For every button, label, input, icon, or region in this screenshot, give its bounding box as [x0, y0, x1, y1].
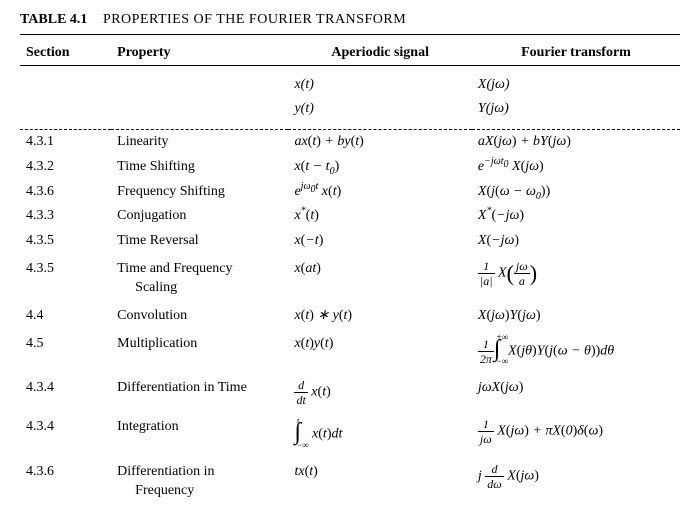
header-section: Section — [20, 41, 111, 66]
header-transform: Fourier transform — [472, 41, 680, 66]
header-row: Section Property Aperiodic signal Fourie… — [20, 41, 680, 66]
cell-transform: 1jω X(jω) + πX(0)δ(ω) — [472, 412, 680, 456]
cell-section: 4.3.3 — [20, 204, 111, 229]
cell-signal: ddt x(t) — [288, 373, 471, 412]
cell-property: Linearity — [111, 130, 288, 155]
cell-property: Time Reversal — [111, 229, 288, 254]
cell-section: 4.3.4 — [20, 412, 111, 456]
cell-property: Differentiation inFrequency — [111, 457, 288, 507]
table-body: x(t) X(jω) y(t) Y(jω) 4.3.1Linearityax(t… — [20, 66, 680, 507]
table-caption: TABLE 4.1 PROPERTIES OF THE FOURIER TRAN… — [20, 12, 680, 28]
cell-signal: x(t − t0) — [288, 155, 471, 180]
table-row: 4.3.6Frequency Shiftingejω0t x(t)X(j(ω −… — [20, 180, 680, 205]
cell-section: 4.5 — [20, 329, 111, 373]
table-row: 4.3.1Linearityax(t) + by(t)aX(jω) + bY(j… — [20, 130, 680, 155]
cell-section: 4.4 — [20, 304, 111, 329]
cell-transform: X(−jω) — [472, 229, 680, 254]
intro-row-2: y(t) Y(jω) — [20, 97, 680, 129]
intro-signal-2: y(t) — [294, 101, 313, 116]
cell-signal: x*(t) — [288, 204, 471, 229]
cell-transform: aX(jω) + bY(jω) — [472, 130, 680, 155]
table-row: 4.3.6Differentiation inFrequencytx(t)j d… — [20, 457, 680, 507]
intro-signal-1: x(t) — [294, 77, 313, 92]
intro-row-1: x(t) X(jω) — [20, 66, 680, 97]
cell-signal: tx(t) — [288, 457, 471, 507]
properties-table: Section Property Aperiodic signal Fourie… — [20, 41, 680, 506]
table-row: 4.3.5Time Reversalx(−t)X(−jω) — [20, 229, 680, 254]
cell-transform: j ddω X(jω) — [472, 457, 680, 507]
cell-section: 4.3.5 — [20, 229, 111, 254]
cell-transform: X*(−jω) — [472, 204, 680, 229]
cell-signal: x(−t) — [288, 229, 471, 254]
top-rule — [20, 34, 680, 35]
cell-transform: 12π∫+∞−∞X(jθ)Y(j(ω − θ))dθ — [472, 329, 680, 373]
intro-transform-2: Y(jω) — [478, 101, 509, 116]
cell-section: 4.3.1 — [20, 130, 111, 155]
cell-signal: ejω0t x(t) — [288, 180, 471, 205]
cell-property: Frequency Shifting — [111, 180, 288, 205]
table-row: 4.3.5Time and FrequencyScalingx(at)1|a| … — [20, 254, 680, 304]
cell-property: Conjugation — [111, 204, 288, 229]
table-row: 4.4Convolutionx(t) ∗ y(t)X(jω)Y(jω) — [20, 304, 680, 329]
intro-transform-1: X(jω) — [478, 77, 510, 92]
table-row: 4.3.4Integration∫t−∞ x(t)dt1jω X(jω) + π… — [20, 412, 680, 456]
table-title: PROPERTIES OF THE FOURIER TRANSFORM — [103, 12, 406, 27]
cell-signal: x(t)y(t) — [288, 329, 471, 373]
cell-section: 4.3.4 — [20, 373, 111, 412]
cell-property: Multiplication — [111, 329, 288, 373]
table-number: TABLE 4.1 — [20, 12, 87, 27]
cell-signal: ax(t) + by(t) — [288, 130, 471, 155]
cell-property: Time and FrequencyScaling — [111, 254, 288, 304]
header-property: Property — [111, 41, 288, 66]
cell-transform: 1|a| X(jωa) — [472, 254, 680, 304]
cell-signal: x(at) — [288, 254, 471, 304]
cell-property: Integration — [111, 412, 288, 456]
header-signal: Aperiodic signal — [288, 41, 471, 66]
table-row: 4.3.4Differentiation in Timeddt x(t)jωX(… — [20, 373, 680, 412]
cell-section: 4.3.6 — [20, 457, 111, 507]
cell-section: 4.3.5 — [20, 254, 111, 304]
cell-property: Time Shifting — [111, 155, 288, 180]
table-row: 4.5Multiplicationx(t)y(t)12π∫+∞−∞X(jθ)Y(… — [20, 329, 680, 373]
cell-signal: ∫t−∞ x(t)dt — [288, 412, 471, 456]
table-row: 4.3.2Time Shiftingx(t − t0)e−jωt0 X(jω) — [20, 155, 680, 180]
cell-transform: X(jω)Y(jω) — [472, 304, 680, 329]
cell-section: 4.3.2 — [20, 155, 111, 180]
cell-transform: X(j(ω − ω0)) — [472, 180, 680, 205]
cell-signal: x(t) ∗ y(t) — [288, 304, 471, 329]
cell-section: 4.3.6 — [20, 180, 111, 205]
cell-transform: jωX(jω) — [472, 373, 680, 412]
cell-property: Convolution — [111, 304, 288, 329]
table-row: 4.3.3Conjugationx*(t)X*(−jω) — [20, 204, 680, 229]
cell-property: Differentiation in Time — [111, 373, 288, 412]
cell-transform: e−jωt0 X(jω) — [472, 155, 680, 180]
